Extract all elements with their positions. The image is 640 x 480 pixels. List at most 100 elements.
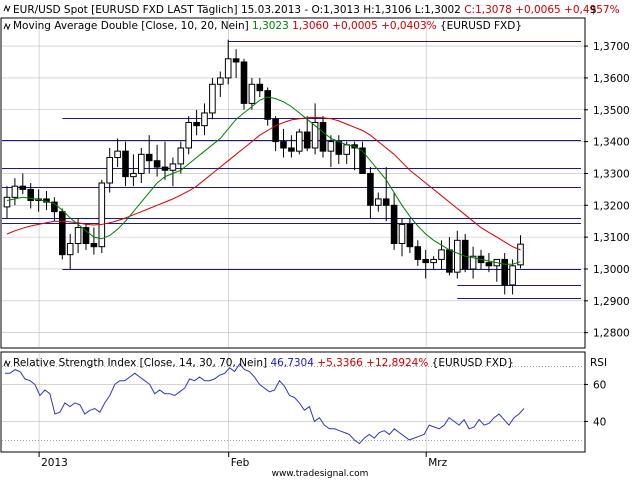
rsi-header-value: 46,7304 bbox=[271, 357, 315, 369]
candle-body-up bbox=[327, 141, 335, 152]
candle-body-up bbox=[106, 157, 114, 184]
candle bbox=[430, 256, 437, 269]
candle bbox=[264, 87, 271, 126]
y-tick-label: 1,3500 bbox=[593, 105, 630, 117]
candle-body-down bbox=[51, 201, 58, 213]
candle bbox=[359, 141, 366, 174]
candle-body-down bbox=[240, 61, 248, 104]
candle-body-down bbox=[319, 121, 327, 152]
candle-body-up bbox=[469, 255, 477, 270]
price-header-label: EUR/USD Spot [EURUSD FXD LAST Täglich] 1… bbox=[13, 4, 464, 16]
candle-body-down bbox=[501, 258, 508, 286]
candle-body-up bbox=[66, 243, 74, 256]
candle-body-up bbox=[169, 163, 177, 171]
price-panel-frame bbox=[0, 17, 586, 349]
candle bbox=[193, 109, 200, 136]
y-tick-label: 1,2900 bbox=[593, 296, 630, 308]
candle bbox=[153, 144, 161, 177]
candle-body-down bbox=[90, 243, 98, 248]
candle-body-down bbox=[153, 160, 161, 168]
candle bbox=[501, 253, 508, 295]
candle bbox=[145, 135, 153, 174]
rsi-header-text: Relative Strength Index [Close, 14, 30, … bbox=[13, 357, 514, 369]
y-tick-label: 1,3200 bbox=[593, 200, 630, 212]
candle bbox=[469, 246, 477, 279]
candle bbox=[280, 128, 287, 158]
candle-body-up bbox=[138, 153, 145, 174]
candle bbox=[414, 240, 422, 266]
candle bbox=[51, 197, 58, 222]
candle-body-up bbox=[74, 227, 82, 245]
candle-body-down bbox=[256, 83, 264, 92]
candle bbox=[248, 77, 256, 110]
candle-body-down bbox=[335, 141, 343, 155]
candle-body-down bbox=[406, 223, 414, 248]
rsi-y-tick-label: 60 bbox=[593, 379, 606, 391]
candle-body-up bbox=[248, 83, 256, 104]
candle bbox=[90, 227, 98, 255]
y-tick-label: 1,2800 bbox=[593, 328, 630, 340]
y-axis-ticks: 1,3700 1,3600 1,3500 1,3400 1,3300 1,3200 1,31… bbox=[584, 41, 630, 428]
candle bbox=[224, 39, 232, 85]
sma20-line bbox=[6, 116, 521, 251]
candle-body-down bbox=[359, 147, 366, 174]
candle bbox=[185, 116, 192, 155]
candle-body-up bbox=[3, 196, 11, 208]
candle bbox=[240, 58, 248, 110]
rsi-header-label: Relative Strength Index [Close, 14, 30, … bbox=[13, 357, 271, 369]
price-header-change: C:1,3078 +0,0065 +0,4957% bbox=[464, 4, 619, 16]
candle-body-up bbox=[177, 147, 185, 165]
candle-body-up bbox=[343, 144, 350, 155]
candle-body-down bbox=[145, 153, 153, 162]
candle bbox=[296, 128, 303, 155]
candle-body-up bbox=[98, 182, 106, 248]
candle bbox=[311, 103, 319, 155]
gridlines bbox=[2, 19, 584, 451]
candle-body-up bbox=[114, 150, 121, 159]
candle bbox=[122, 141, 129, 187]
candle-body-up bbox=[375, 198, 382, 206]
candle-body-down bbox=[232, 58, 240, 63]
candle-body-down bbox=[382, 198, 390, 206]
candle bbox=[82, 224, 90, 250]
candle-body-down bbox=[367, 172, 374, 206]
candle bbox=[454, 230, 461, 279]
line-style-icon bbox=[3, 4, 11, 13]
rsi-header-suffix: {EURUSD FXD} bbox=[428, 357, 513, 369]
rsi-header: Relative Strength Index [Close, 14, 30, … bbox=[3, 357, 607, 369]
candle bbox=[66, 233, 74, 269]
candle bbox=[390, 192, 398, 250]
currency-label: $ bbox=[590, 4, 597, 16]
candle bbox=[177, 141, 185, 174]
candle bbox=[201, 103, 208, 136]
sma-header-label: Moving Average Double [Close, 10, 20, Ne… bbox=[13, 20, 252, 32]
y-tick-label: 1,3300 bbox=[593, 168, 630, 180]
y-tick-label: 1,3000 bbox=[593, 264, 630, 276]
sma-red-value: 1,3060 +0,0005 +0,0403% bbox=[292, 20, 436, 32]
candle bbox=[114, 138, 121, 168]
candle bbox=[382, 167, 390, 222]
candle-body-down bbox=[193, 121, 200, 127]
candle bbox=[209, 77, 216, 120]
candle bbox=[367, 167, 374, 219]
candle-body-up bbox=[130, 172, 137, 178]
y-tick-label: 1,3700 bbox=[593, 41, 630, 53]
rsi-series bbox=[5, 363, 525, 445]
candle-body-up bbox=[454, 239, 461, 273]
x-tick-label: Feb bbox=[231, 457, 250, 469]
candle bbox=[398, 218, 406, 257]
candle-body-up bbox=[438, 249, 445, 260]
x-tick-label: 2013 bbox=[41, 457, 68, 469]
candle bbox=[288, 135, 295, 158]
candle bbox=[256, 77, 264, 98]
candle bbox=[138, 147, 145, 183]
line-style-icon bbox=[3, 359, 11, 368]
candle-body-down bbox=[264, 90, 271, 120]
candle-body-up bbox=[185, 121, 192, 149]
candle bbox=[19, 173, 27, 195]
candle-body-down bbox=[461, 239, 469, 270]
candle-body-up bbox=[217, 77, 224, 85]
watermark: www.tradesignal.com bbox=[272, 469, 369, 479]
candle bbox=[406, 218, 414, 254]
